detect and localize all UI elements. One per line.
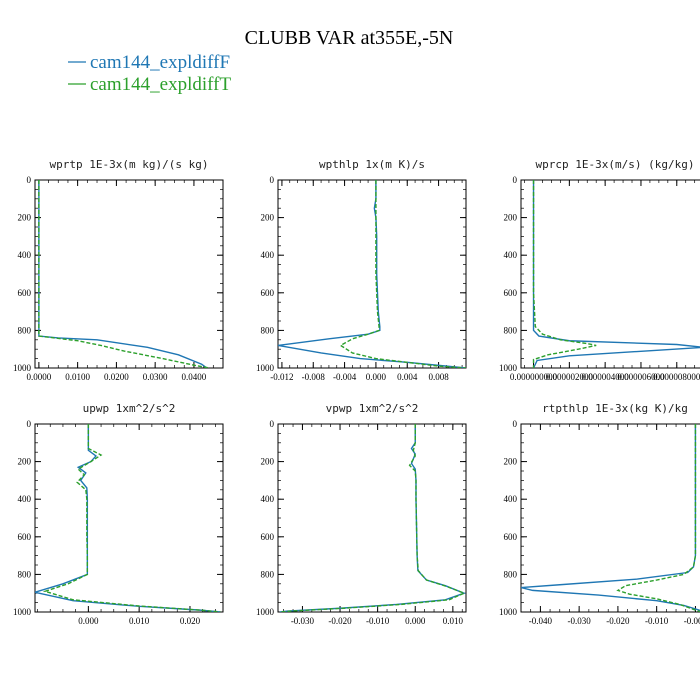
series-line-cam144_expldiffT [532,180,597,368]
x-tick-label: -0.040 [529,616,553,626]
y-tick-label: 400 [18,250,32,260]
y-tick-label: 400 [261,494,275,504]
y-tick-label: 1000 [13,363,32,373]
x-tick-label: 0.010 [443,616,464,626]
y-tick-label: 400 [261,250,275,260]
x-tick-label: 0.010 [129,616,150,626]
y-tick-label: 800 [261,569,275,579]
x-tick-label: 0.000 [405,616,426,626]
y-tick-label: 800 [18,569,32,579]
y-tick-label: 600 [18,532,32,542]
y-tick-label: 200 [504,457,518,467]
panel-title: wprcp 1E-3x(m/s) (kg/kg) [536,158,695,171]
y-tick-label: 0 [27,175,32,185]
series-line-cam144_expldiffF [521,424,700,612]
x-tick-label: -0.004 [333,372,357,382]
x-tick-label: -0.008 [302,372,326,382]
y-tick-label: 200 [18,457,32,467]
y-tick-label: 600 [18,288,32,298]
y-tick-label: 1000 [256,607,275,617]
y-tick-label: 1000 [256,363,275,373]
x-tick-label: 0.000 [78,616,99,626]
series-line-cam144_expldiffT [38,180,210,368]
panel-4: upwp 1xm^2/s^2 0.000 0.010 0.020 0 200 400 600 8… [13,402,224,626]
panel-2: wpthlp 1x(m K)/s -0.012 -0.008 -0.004 0.000 0… [256,158,467,382]
series-line-cam144_expldiffT [339,180,466,368]
y-tick-label: 200 [18,213,32,223]
legend-label-expldiffF: cam144_expldiffF [90,52,230,73]
x-tick-label: 0.0200 [104,372,129,382]
y-tick-label: 600 [261,288,275,298]
x-tick-label: 0.0100 [65,372,90,382]
panel-3: wprcp 1E-3x(m/s) (kg/kg)0.0000000000.000… [499,158,700,382]
y-tick-label: 200 [261,457,275,467]
series-line-cam144_expldiffF [38,180,207,368]
y-tick-label: 400 [504,250,518,260]
x-tick-label: 0.0300 [143,372,168,382]
x-tick-label: 0.008 [428,372,449,382]
series-line-cam144_expldiffT [42,424,221,612]
y-tick-label: 200 [261,213,275,223]
panel-title: rtpthlp 1E-3x(kg K)/kg [542,402,688,415]
y-tick-label: 200 [504,213,518,223]
x-tick-label: 0.0400 [182,372,207,382]
y-tick-label: 400 [504,494,518,504]
y-tick-label: 0 [513,419,518,429]
panels: wprtp 1E-3x(m kg)/(s kg)0.0000 0.0100 0.02… [13,158,700,626]
panel-frame [520,179,700,369]
y-tick-label: 600 [261,532,275,542]
legend-label-expldiffT: cam144_expldiffT [90,74,231,95]
x-tick-label: -0.010 [366,616,390,626]
x-tick-label: 0.000000000 [510,372,558,382]
y-tick-label: 1000 [499,607,518,617]
y-tick-label: 0 [270,419,275,429]
y-tick-label: 1000 [13,607,32,617]
panel-6: rtpthlp 1E-3x(kg K)/kg -0.040 -0.030 -0.020… [499,402,700,626]
x-tick-label: -0.030 [568,616,592,626]
x-tick-label: 0.000 [366,372,387,382]
series-line-cam144_expldiffF [35,424,221,612]
y-tick-label: 800 [18,325,32,335]
x-tick-label: 0.000004000 [582,372,630,382]
x-tick-label: -0.000 [684,616,700,626]
panel-title: wprtp 1E-3x(m kg)/(s kg) [50,158,209,171]
y-tick-label: 0 [513,175,518,185]
panel-frame [34,179,224,369]
y-tick-label: 0 [27,419,32,429]
series-line-cam144_expldiffT [279,424,466,612]
x-tick-label: -0.020 [606,616,630,626]
panel-frame [277,179,467,369]
panel-title: wpthlp 1x(m K)/s [319,158,425,171]
x-tick-label: -0.030 [291,616,315,626]
y-tick-label: 0 [270,175,275,185]
y-tick-label: 800 [261,325,275,335]
y-tick-label: 800 [504,569,518,579]
x-tick-label: -0.012 [270,372,293,382]
panel-5: vpwp 1xm^2/s^2 -0.030 -0.020 -0.010 0.000 0.0… [256,402,467,626]
y-tick-label: 1000 [499,363,518,373]
series-line-cam144_expldiffF [278,180,466,368]
y-tick-label: 600 [504,288,518,298]
panel-frame [520,423,700,613]
x-tick-label: 0.0000 [27,372,52,382]
y-tick-label: 400 [18,494,32,504]
x-tick-label: 0.000006000 [617,372,665,382]
x-tick-label: 0.020 [180,616,201,626]
series-line-cam144_expldiffT [616,424,700,612]
x-tick-label: 0.000008000 [653,372,700,382]
x-tick-label: 0.000002000 [546,372,594,382]
y-tick-label: 800 [504,325,518,335]
x-tick-label: 0.004 [397,372,418,382]
legend: cam144_expldiffF cam144_expldiffT [68,52,231,95]
panel-title: upwp 1xm^2/s^2 [83,402,176,415]
x-tick-label: -0.010 [645,616,669,626]
panel-title: vpwp 1xm^2/s^2 [326,402,419,415]
y-tick-label: 600 [504,532,518,542]
figure-title: CLUBB VAR at355E,-5N [245,27,454,49]
x-tick-label: -0.020 [328,616,352,626]
panel-1: wprtp 1E-3x(m kg)/(s kg) 0.0000 0.0100 0.02… [13,158,224,382]
